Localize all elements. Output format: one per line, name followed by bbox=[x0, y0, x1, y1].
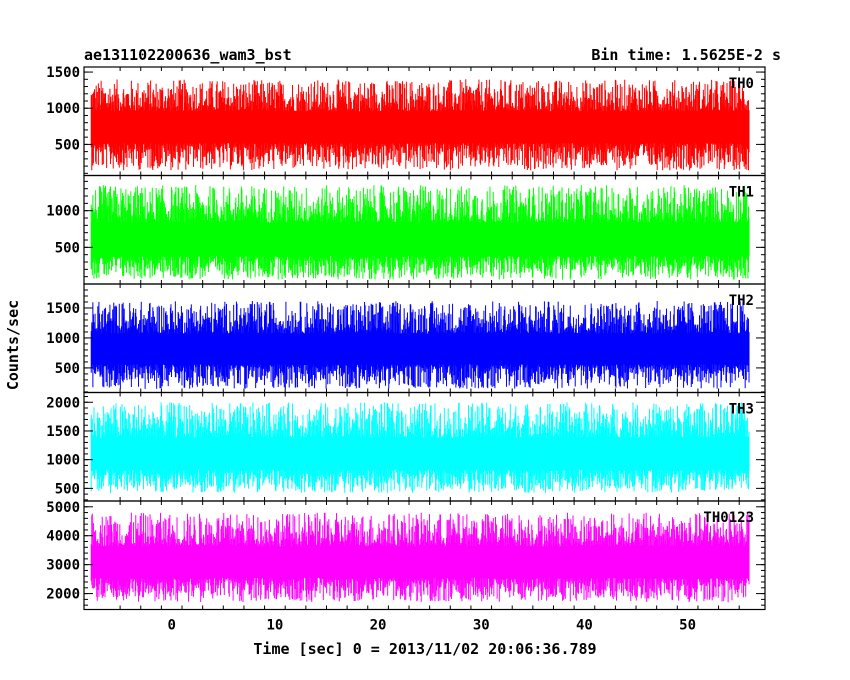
series-label-th0123: TH0123 bbox=[703, 510, 754, 526]
x-axis-label: Time [sec] 0 = 2013/11/02 20:06:36.789 bbox=[253, 640, 596, 658]
y-tick-label: 500 bbox=[55, 137, 80, 153]
x-tick-label: 30 bbox=[473, 618, 490, 634]
x-axis: 0 10 20 30 40 50 bbox=[167, 618, 696, 634]
y-tick-label: 1000 bbox=[46, 453, 80, 469]
panel-th1: 500 1000 TH1 bbox=[46, 174, 766, 285]
y-tick-label: 2000 bbox=[46, 587, 80, 603]
chart-title: ae131102200636_wam3_bst bbox=[84, 46, 292, 64]
y-tick-label: 1000 bbox=[46, 204, 80, 220]
y-tick-label: 500 bbox=[55, 481, 80, 497]
y-tick-label: 1500 bbox=[46, 65, 80, 81]
panel-th3: 500 1000 1500 2000 TH3 bbox=[46, 391, 766, 502]
x-tick-label: 0 bbox=[167, 618, 175, 634]
x-tick-label: 50 bbox=[679, 618, 696, 634]
panel-th2: 500 1000 1500 TH2 bbox=[46, 283, 766, 394]
x-tick-label: 20 bbox=[370, 618, 387, 634]
series-th0123-trace bbox=[90, 512, 750, 603]
x-tick-label: 40 bbox=[576, 618, 593, 634]
y-tick-label: 500 bbox=[55, 361, 80, 377]
series-th0-trace bbox=[90, 79, 750, 171]
series-label-th3: TH3 bbox=[729, 402, 754, 418]
series-label-th0: TH0 bbox=[729, 76, 754, 92]
y-axis-label: Counts/sec bbox=[4, 300, 22, 390]
y-tick-label: 1500 bbox=[46, 424, 80, 440]
panel-frame bbox=[83, 500, 766, 611]
series-label-th1: TH1 bbox=[729, 185, 754, 201]
series-label-th2: TH2 bbox=[729, 293, 754, 309]
bin-time-label: Bin time: 1.5625E-2 s bbox=[591, 46, 781, 64]
y-tick-label: 1000 bbox=[46, 331, 80, 347]
series-th2-trace bbox=[90, 301, 750, 389]
y-tick-label: 4000 bbox=[46, 529, 80, 545]
y-tick-label: 2000 bbox=[46, 395, 80, 411]
panel-th0123: 2000 3000 4000 5000 TH0123 bbox=[46, 500, 766, 611]
y-tick-label: 1000 bbox=[46, 101, 80, 117]
y-tick-label: 500 bbox=[55, 240, 80, 256]
y-tick-label: 3000 bbox=[46, 558, 80, 574]
series-th1-trace bbox=[90, 185, 750, 280]
y-tick-label: 1500 bbox=[46, 301, 80, 317]
y-tick-label: 5000 bbox=[46, 500, 80, 516]
series-th3-trace bbox=[90, 402, 750, 493]
x-tick-label: 10 bbox=[266, 618, 283, 634]
panel-th0: 500 1000 1500 TH0 bbox=[46, 65, 766, 177]
